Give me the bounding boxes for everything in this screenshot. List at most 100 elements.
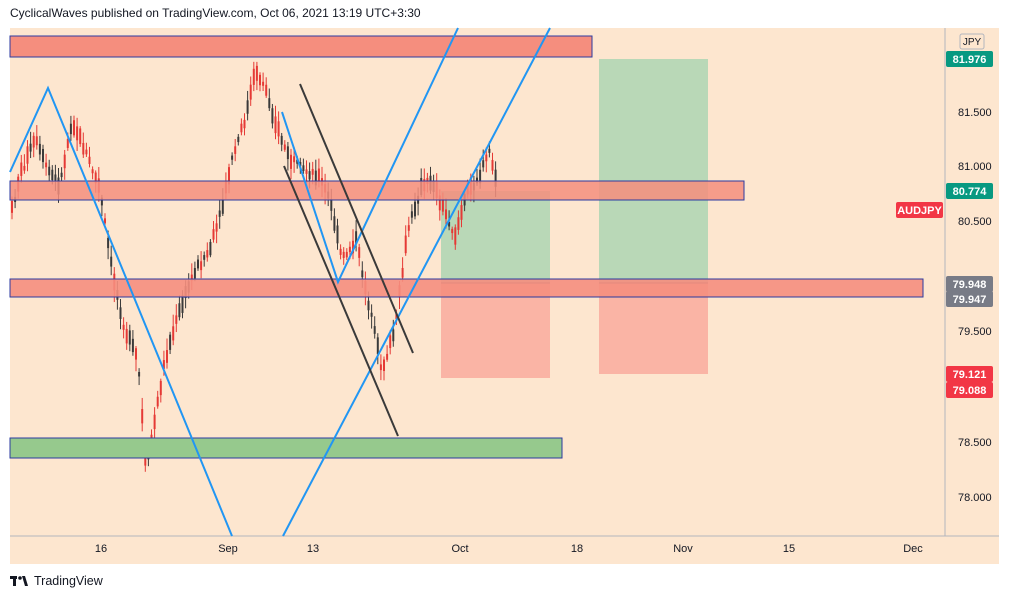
candle-body xyxy=(162,360,165,369)
candle-body xyxy=(119,307,122,319)
footer-brand: TradingView xyxy=(34,574,103,588)
price-badge xyxy=(946,276,993,292)
candle-body xyxy=(60,172,63,178)
candle-body xyxy=(73,120,75,136)
candle-body xyxy=(88,156,91,164)
demand-zone-bottom[interactable] xyxy=(9,437,563,459)
candle-body xyxy=(361,270,364,278)
trend-line-blue-steep[interactable] xyxy=(282,27,551,537)
candle-body xyxy=(107,237,110,249)
candle-body xyxy=(302,165,305,171)
candle-body xyxy=(246,100,249,114)
candle-body xyxy=(100,197,103,206)
stop-zone-2[interactable] xyxy=(599,283,708,374)
candle-body xyxy=(79,128,82,145)
candle-body xyxy=(23,165,26,171)
candle-body xyxy=(215,223,218,232)
price-badge xyxy=(946,51,993,67)
y-tick-label: 78.000 xyxy=(958,492,992,504)
candle-body xyxy=(299,162,302,167)
x-tick-label: Dec xyxy=(903,543,923,555)
candle-body xyxy=(54,174,57,181)
candle-body xyxy=(274,116,277,134)
price-badge xyxy=(946,366,993,382)
candle-body xyxy=(249,84,252,100)
candle-body xyxy=(29,143,32,152)
channel-line-upper[interactable] xyxy=(299,83,414,354)
candle-body xyxy=(110,256,113,267)
trend-line-blue-swing[interactable] xyxy=(281,27,459,285)
candle-body xyxy=(240,123,243,133)
candle-body xyxy=(286,146,289,160)
candle-body xyxy=(193,268,196,279)
x-tick-label: Nov xyxy=(673,543,693,555)
candle-body xyxy=(317,168,320,182)
resistance-zone-top[interactable] xyxy=(9,35,593,58)
candle-body xyxy=(156,396,159,407)
candle-body xyxy=(265,84,268,96)
candle-body xyxy=(311,168,314,175)
candle-body xyxy=(11,200,13,213)
x-tick-label: Sep xyxy=(218,543,238,555)
candle-body xyxy=(485,154,488,162)
candle-body xyxy=(460,205,463,220)
target-zone-1[interactable] xyxy=(441,191,550,283)
price-badge xyxy=(946,183,993,199)
candle-body xyxy=(212,229,215,240)
candle-body xyxy=(336,225,339,244)
candle-body xyxy=(200,261,203,271)
footer[interactable]: TradingView xyxy=(10,571,103,591)
candle-body xyxy=(370,312,373,317)
candle-body xyxy=(243,119,246,129)
candle-body xyxy=(355,231,358,245)
candle-body xyxy=(367,300,370,311)
candle-body xyxy=(491,159,494,171)
candle-body xyxy=(237,136,240,143)
price-badge-label: 79.948 xyxy=(953,279,987,291)
candle-body xyxy=(308,171,311,180)
candle-body xyxy=(293,156,296,163)
candle-body xyxy=(389,335,392,349)
support-zone-lower[interactable] xyxy=(9,278,924,298)
candle-body xyxy=(262,81,265,86)
target-zone-2[interactable] xyxy=(599,59,708,283)
candle-body xyxy=(305,169,308,174)
candle-body xyxy=(451,228,454,234)
candle-body xyxy=(203,255,206,260)
candle-body xyxy=(392,329,395,342)
candle-body xyxy=(407,225,410,231)
candle-body xyxy=(76,126,79,141)
candle-body xyxy=(277,121,280,137)
symbol-label: AUDJPY xyxy=(897,205,942,217)
publisher-line: CyclicalWaves published on TradingView.c… xyxy=(10,6,421,20)
candle-body xyxy=(271,108,274,124)
candle-body xyxy=(268,98,271,109)
candle-body xyxy=(138,371,141,377)
y-tick-label: 81.000 xyxy=(958,161,992,173)
candle-body xyxy=(454,227,457,245)
candle-body xyxy=(159,380,162,396)
currency-box[interactable] xyxy=(959,33,985,50)
candle-body xyxy=(379,364,382,371)
candle-body xyxy=(494,169,497,187)
candle-body xyxy=(255,65,258,81)
candle-body xyxy=(128,330,131,345)
x-tick-label: 16 xyxy=(95,543,107,555)
candle-body xyxy=(125,328,128,344)
price-badge xyxy=(946,382,993,398)
stop-zone-1[interactable] xyxy=(441,283,550,378)
channel-line-lower[interactable] xyxy=(283,165,399,437)
candle-body xyxy=(488,148,491,153)
candle-body xyxy=(206,250,209,258)
candle-body xyxy=(26,146,29,164)
zigzag-blue-left[interactable] xyxy=(9,85,233,537)
x-tick-label: 13 xyxy=(307,543,319,555)
candle-body xyxy=(20,162,23,176)
price-badge xyxy=(946,291,993,307)
candle-body xyxy=(476,177,478,184)
candle-body xyxy=(66,138,69,148)
candle-body xyxy=(401,267,404,278)
candle-body xyxy=(296,159,299,164)
